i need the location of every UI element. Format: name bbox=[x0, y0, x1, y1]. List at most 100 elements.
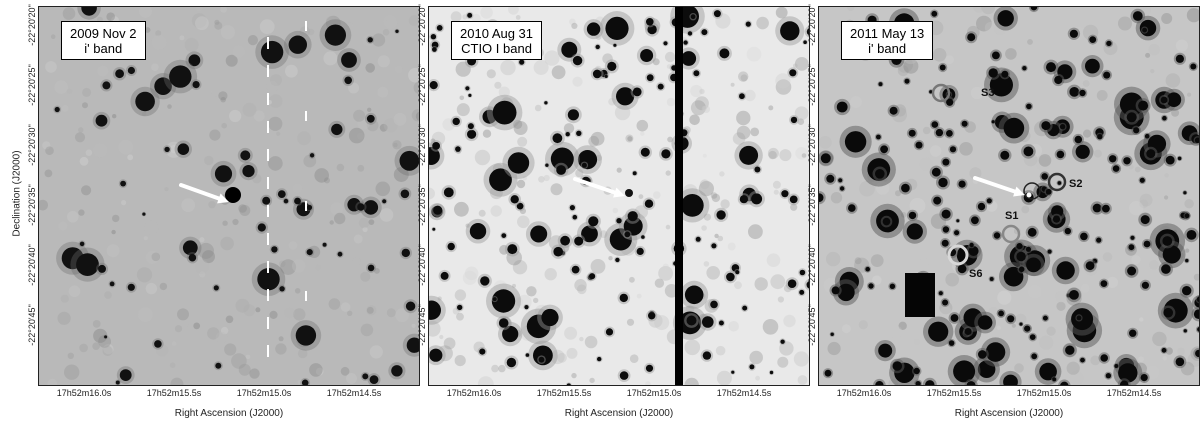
background-noise bbox=[242, 203, 251, 211]
star bbox=[1106, 40, 1112, 47]
background-noise bbox=[538, 176, 545, 183]
star bbox=[552, 133, 563, 144]
star bbox=[824, 369, 832, 377]
background-noise bbox=[658, 266, 673, 281]
background-noise bbox=[548, 235, 564, 251]
pointer-arrow-icon bbox=[573, 177, 625, 198]
background-noise bbox=[749, 350, 763, 365]
background-noise bbox=[252, 174, 262, 184]
background-noise bbox=[454, 355, 466, 367]
background-noise bbox=[909, 197, 926, 214]
background-noise bbox=[284, 307, 295, 319]
star bbox=[569, 205, 575, 211]
background-noise bbox=[711, 193, 721, 203]
background-noise bbox=[214, 21, 223, 30]
background-noise bbox=[454, 201, 469, 217]
star bbox=[341, 52, 357, 68]
star bbox=[506, 357, 517, 368]
background-noise bbox=[249, 368, 260, 379]
background-noise bbox=[79, 343, 88, 353]
star bbox=[443, 187, 454, 198]
star bbox=[1166, 92, 1182, 107]
star bbox=[455, 146, 461, 152]
star bbox=[213, 285, 219, 291]
background-noise bbox=[141, 111, 147, 117]
detector-artifact bbox=[267, 317, 269, 329]
background-noise bbox=[207, 327, 220, 340]
background-noise bbox=[895, 190, 901, 197]
star bbox=[586, 22, 601, 36]
background-noise bbox=[590, 259, 606, 274]
star bbox=[382, 199, 387, 204]
star bbox=[878, 82, 883, 87]
background-noise bbox=[474, 149, 491, 166]
background-noise bbox=[1161, 13, 1173, 24]
background-noise bbox=[793, 63, 798, 69]
background-noise bbox=[750, 127, 760, 137]
background-noise bbox=[195, 16, 209, 31]
background-noise bbox=[694, 96, 709, 111]
star bbox=[836, 101, 848, 113]
star bbox=[502, 325, 519, 343]
background-noise bbox=[450, 11, 462, 23]
star bbox=[1127, 266, 1137, 276]
background-noise bbox=[136, 267, 153, 283]
star bbox=[525, 353, 530, 357]
star bbox=[469, 223, 487, 240]
star bbox=[533, 345, 553, 366]
background-noise bbox=[377, 55, 390, 68]
star bbox=[1025, 246, 1032, 252]
star bbox=[1052, 377, 1057, 382]
star bbox=[799, 289, 805, 295]
star bbox=[257, 223, 266, 232]
star bbox=[1182, 286, 1192, 296]
background-noise bbox=[218, 91, 228, 101]
star bbox=[830, 332, 834, 336]
background-noise bbox=[411, 323, 416, 328]
star bbox=[1138, 100, 1149, 111]
background-noise bbox=[139, 7, 152, 18]
background-noise bbox=[193, 322, 201, 330]
dec-tick: -22°20'35" bbox=[417, 184, 427, 226]
background-noise bbox=[459, 95, 465, 101]
background-noise bbox=[480, 7, 493, 19]
star bbox=[1161, 264, 1171, 274]
background-noise bbox=[703, 261, 710, 267]
background-noise bbox=[499, 244, 509, 255]
star bbox=[154, 77, 172, 95]
background-noise bbox=[777, 296, 784, 303]
background-noise bbox=[393, 112, 407, 126]
background-noise bbox=[491, 364, 499, 373]
background-noise bbox=[608, 256, 613, 261]
background-noise bbox=[220, 236, 234, 251]
star bbox=[1052, 215, 1061, 223]
star bbox=[120, 180, 126, 187]
background-noise bbox=[151, 63, 159, 71]
background-noise bbox=[850, 96, 862, 108]
background-noise bbox=[408, 67, 419, 83]
background-noise bbox=[626, 318, 635, 326]
star-field-2010 bbox=[429, 7, 809, 385]
star bbox=[357, 203, 365, 211]
background-noise bbox=[665, 224, 671, 230]
star bbox=[1162, 236, 1173, 246]
background-noise bbox=[819, 136, 832, 149]
dec-tick: -22°20'40" bbox=[417, 244, 427, 286]
background-noise bbox=[225, 54, 238, 67]
background-noise bbox=[243, 304, 256, 317]
background-noise bbox=[590, 131, 605, 146]
background-noise bbox=[727, 242, 736, 251]
star bbox=[1097, 134, 1103, 140]
star bbox=[889, 106, 898, 115]
star bbox=[1003, 374, 1018, 385]
star bbox=[367, 37, 373, 43]
star bbox=[164, 146, 170, 153]
detector-artifact bbox=[267, 345, 269, 357]
star bbox=[519, 59, 525, 65]
ra-axis-label-panel3: Right Ascension (J2000) bbox=[954, 408, 1064, 419]
background-noise bbox=[482, 129, 492, 138]
star bbox=[1184, 213, 1190, 219]
background-noise bbox=[54, 80, 68, 94]
detector-artifact bbox=[267, 205, 269, 217]
star bbox=[780, 339, 785, 344]
